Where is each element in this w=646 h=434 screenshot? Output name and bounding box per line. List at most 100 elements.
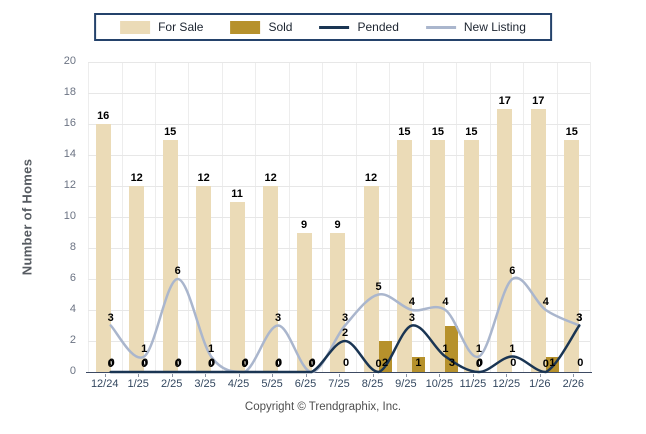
x-tick-label: 12/24 bbox=[90, 378, 119, 390]
sold-value-label: 0 bbox=[242, 357, 249, 369]
sold-bar bbox=[411, 356, 425, 372]
y-tick-label: 8 bbox=[69, 241, 76, 253]
x-axis-tick bbox=[272, 374, 274, 377]
x-axis-tick bbox=[305, 374, 307, 377]
for-sale-value-label: 12 bbox=[197, 172, 210, 184]
pended-value-label: 0 bbox=[542, 358, 549, 370]
x-axis-tick bbox=[439, 374, 441, 377]
sold-value-label: 3 bbox=[448, 357, 455, 369]
sold-value-label: 1 bbox=[415, 357, 422, 369]
trend-lines bbox=[109, 276, 581, 374]
x-tick-label: 9/25 bbox=[395, 378, 417, 390]
pended-value-label: 1 bbox=[509, 342, 516, 355]
x-tick-label: 10/25 bbox=[425, 378, 454, 390]
pended-value-label: 0 bbox=[208, 358, 215, 370]
horizontal-gridline bbox=[88, 124, 590, 125]
x-axis-tick bbox=[205, 374, 207, 377]
horizontal-gridline bbox=[88, 186, 590, 187]
pended-value-label: 2 bbox=[341, 327, 349, 339]
x-axis-tick bbox=[339, 374, 340, 377]
new-listing-value-label: 0 bbox=[241, 358, 248, 370]
for-sale-bar bbox=[564, 139, 580, 372]
x-axis-tick bbox=[539, 374, 541, 377]
pended-value-label: 1 bbox=[442, 342, 449, 355]
pended-value-label: 0 bbox=[174, 358, 181, 370]
sold-value-label: 0 bbox=[510, 357, 517, 369]
sold-value-label: 0 bbox=[209, 357, 216, 369]
for-sale-bar bbox=[330, 232, 345, 372]
for-sale-bar bbox=[229, 201, 245, 372]
new-listing-value-label: 5 bbox=[375, 280, 382, 293]
new-listing-value-label: 3 bbox=[576, 311, 583, 324]
sold-value-label: 0 bbox=[577, 357, 584, 369]
horizontal-gridline bbox=[88, 62, 590, 63]
pended-value-label: 3 bbox=[408, 311, 415, 324]
legend-label-for-sale: For Sale bbox=[158, 20, 204, 34]
x-axis-tick bbox=[472, 374, 474, 377]
for-sale-bar bbox=[463, 139, 479, 372]
for-sale-swatch-icon bbox=[120, 20, 151, 34]
x-tick-label: 8/25 bbox=[361, 378, 384, 390]
x-axis-line bbox=[86, 372, 592, 373]
x-axis-tick bbox=[104, 374, 106, 377]
vertical-gridline bbox=[590, 62, 591, 372]
legend-item-for-sale: For Sale bbox=[120, 20, 203, 34]
for-sale-bar bbox=[396, 139, 412, 372]
new-listing-line bbox=[109, 276, 581, 374]
legend-label-new-listing: New Listing bbox=[463, 20, 526, 34]
for-sale-value-label: 15 bbox=[465, 125, 478, 138]
horizontal-gridline bbox=[88, 155, 590, 156]
sold-bar bbox=[445, 325, 459, 372]
x-tick-label: 2/26 bbox=[562, 378, 584, 390]
new-listing-value-label: 1 bbox=[208, 342, 215, 355]
x-tick-label: 11/25 bbox=[459, 378, 487, 390]
sold-value-label: 0 bbox=[309, 357, 316, 369]
new-listing-value-label: 6 bbox=[174, 265, 181, 277]
for-sale-bar bbox=[430, 139, 446, 372]
x-axis-tick bbox=[405, 374, 407, 377]
new-listing-value-label: 3 bbox=[107, 311, 114, 324]
pended-value-label: 0 bbox=[241, 358, 248, 370]
pended-value-label: 0 bbox=[275, 358, 282, 370]
legend-item-new-listing: New Listing bbox=[425, 20, 526, 34]
new-listing-value-label: 1 bbox=[475, 342, 482, 355]
x-tick-label: 5/25 bbox=[261, 378, 283, 390]
x-axis-tick bbox=[171, 374, 173, 377]
legend-item-sold: Sold bbox=[230, 20, 292, 34]
new-listing-value-label: 3 bbox=[275, 311, 282, 324]
y-tick-label: 4 bbox=[69, 303, 76, 315]
new-listing-value-label: 0 bbox=[308, 358, 315, 370]
x-axis-tick bbox=[138, 374, 140, 377]
pended-value-label: 0 bbox=[375, 358, 382, 370]
x-axis-tick bbox=[573, 374, 575, 377]
sold-value-label: 0 bbox=[276, 357, 283, 369]
for-sale-bar bbox=[129, 186, 145, 372]
x-tick-label: 2/25 bbox=[160, 378, 183, 390]
sold-swatch-icon bbox=[230, 20, 261, 34]
sold-value-label: 0 bbox=[108, 357, 115, 369]
new-listing-value-label: 4 bbox=[542, 296, 549, 308]
for-sale-value-label: 17 bbox=[532, 94, 545, 107]
for-sale-value-label: 15 bbox=[164, 125, 177, 138]
sold-value-label: 0 bbox=[476, 357, 483, 369]
sold-value-label: 1 bbox=[549, 357, 556, 369]
horizontal-gridline bbox=[88, 217, 590, 218]
y-tick-label: 20 bbox=[63, 55, 76, 67]
new-listing-value-label: 1 bbox=[141, 342, 148, 355]
for-sale-value-label: 12 bbox=[364, 172, 378, 184]
x-tick-label: 12/25 bbox=[492, 378, 521, 390]
x-tick-label: 1/25 bbox=[127, 378, 149, 390]
y-tick-label: 14 bbox=[63, 148, 76, 160]
pended-line-swatch-icon bbox=[319, 25, 350, 29]
for-sale-bar bbox=[162, 139, 178, 372]
horizontal-gridline bbox=[88, 93, 590, 94]
x-tick-label: 4/25 bbox=[227, 378, 250, 390]
x-axis-tick bbox=[372, 374, 374, 377]
for-sale-bar bbox=[497, 108, 513, 372]
y-tick-label: 0 bbox=[69, 365, 76, 377]
legend-label-pended: Pended bbox=[357, 20, 399, 34]
new-listing-value-label: 3 bbox=[341, 311, 349, 324]
for-sale-value-label: 9 bbox=[334, 218, 341, 231]
x-axis-tick bbox=[506, 374, 508, 377]
